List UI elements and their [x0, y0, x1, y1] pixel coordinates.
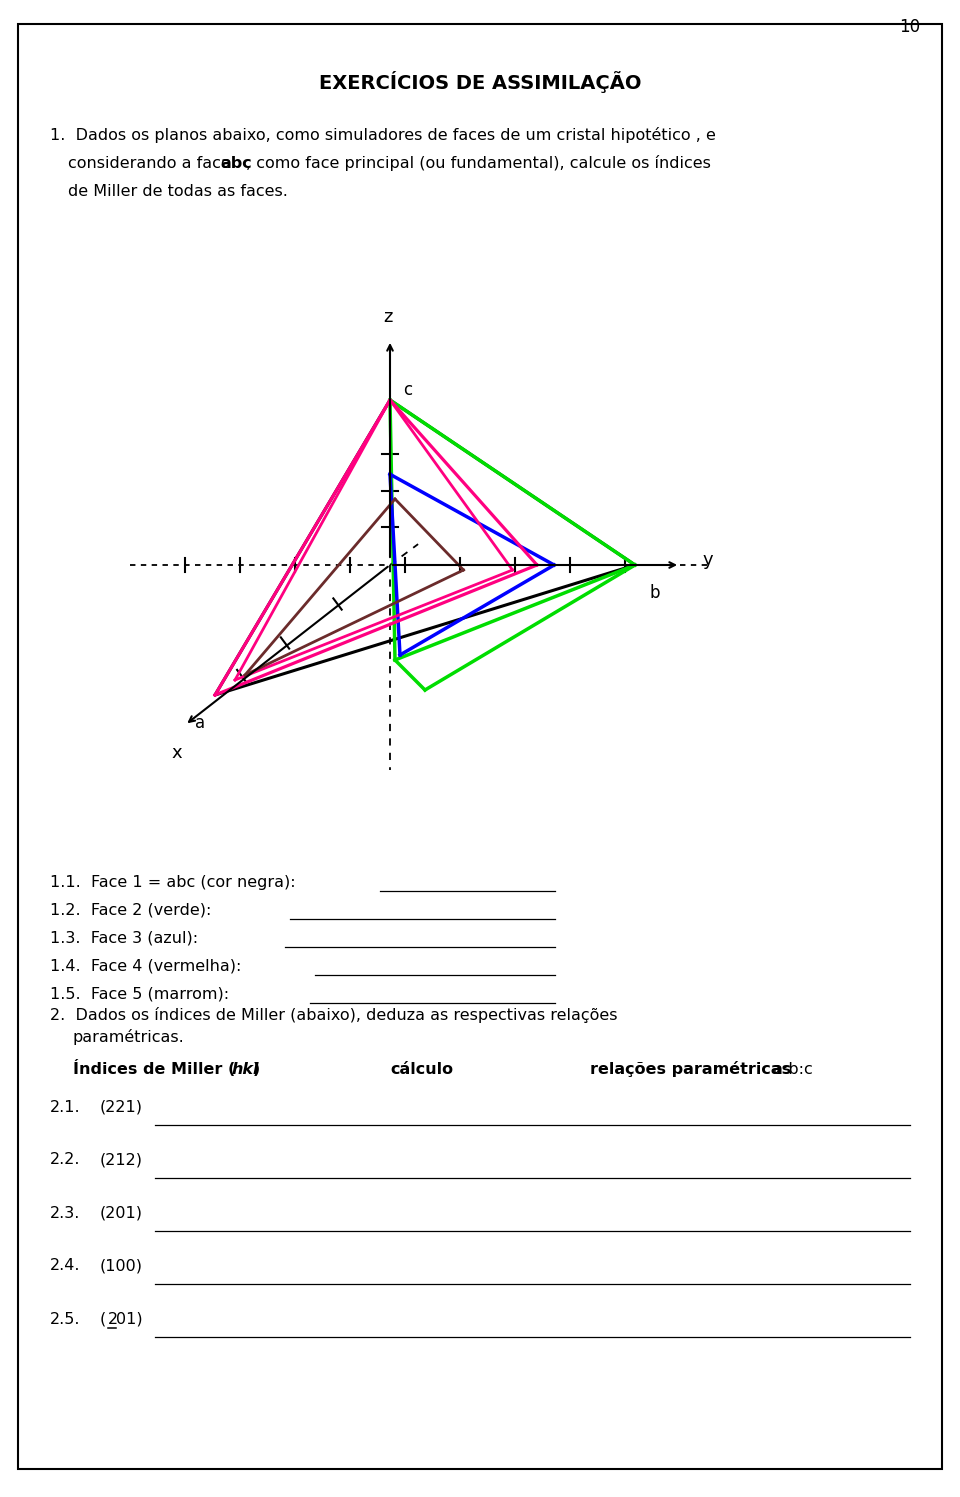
Text: hkl: hkl [231, 1061, 258, 1076]
Text: , como face principal (ou fundamental), calcule os índices: , como face principal (ou fundamental), … [246, 156, 710, 171]
Text: a:b:c: a:b:c [768, 1061, 813, 1076]
Text: y: y [703, 551, 713, 569]
Text: b: b [650, 584, 660, 602]
Text: a: a [195, 714, 205, 732]
Text: 1.4.  Face 4 (vermelha):: 1.4. Face 4 (vermelha): [50, 958, 247, 973]
Text: 2.  Dados os índices de Miller (abaixo), deduza as respectivas relações: 2. Dados os índices de Miller (abaixo), … [50, 1007, 617, 1022]
Text: 1.3.  Face 3 (azul):: 1.3. Face 3 (azul): [50, 931, 204, 946]
Text: 10: 10 [900, 18, 921, 36]
Text: 2: 2 [108, 1311, 118, 1326]
Text: 2.4.: 2.4. [50, 1259, 81, 1274]
Text: Índices de Miller (: Índices de Miller ( [73, 1060, 235, 1078]
Text: considerando a face: considerando a face [68, 156, 236, 171]
Text: 2.3.: 2.3. [50, 1205, 81, 1220]
Text: (221): (221) [100, 1099, 143, 1114]
Text: ): ) [253, 1061, 260, 1076]
Text: (100): (100) [100, 1259, 143, 1274]
Text: cálculo: cálculo [390, 1061, 453, 1076]
Text: 01): 01) [116, 1311, 143, 1326]
Text: (212): (212) [100, 1153, 143, 1168]
Text: 2.1.: 2.1. [50, 1099, 81, 1114]
Text: 1.5.  Face 5 (marrom):: 1.5. Face 5 (marrom): [50, 987, 234, 1001]
Text: EXERCÍCIOS DE ASSIMILAÇÃO: EXERCÍCIOS DE ASSIMILAÇÃO [319, 70, 641, 93]
Text: (201): (201) [100, 1205, 143, 1220]
Text: 1.  Dados os planos abaixo, como simuladores de faces de um cristal hipotético ,: 1. Dados os planos abaixo, como simulado… [50, 127, 716, 144]
Text: relações paramétricas: relações paramétricas [590, 1061, 791, 1076]
Text: 1.2.  Face 2 (verde):: 1.2. Face 2 (verde): [50, 903, 217, 918]
Text: 2.2.: 2.2. [50, 1153, 81, 1168]
Text: abc: abc [220, 156, 252, 171]
Text: x: x [172, 744, 182, 762]
Text: 2.5.: 2.5. [50, 1311, 81, 1326]
Text: paramétricas.: paramétricas. [73, 1028, 184, 1045]
Text: 1.1.  Face 1 = abc (cor negra):: 1.1. Face 1 = abc (cor negra): [50, 874, 300, 889]
Text: (: ( [100, 1311, 107, 1326]
Text: c: c [403, 382, 413, 400]
Text: de Miller de todas as faces.: de Miller de todas as faces. [68, 184, 288, 199]
Text: z: z [383, 308, 393, 326]
